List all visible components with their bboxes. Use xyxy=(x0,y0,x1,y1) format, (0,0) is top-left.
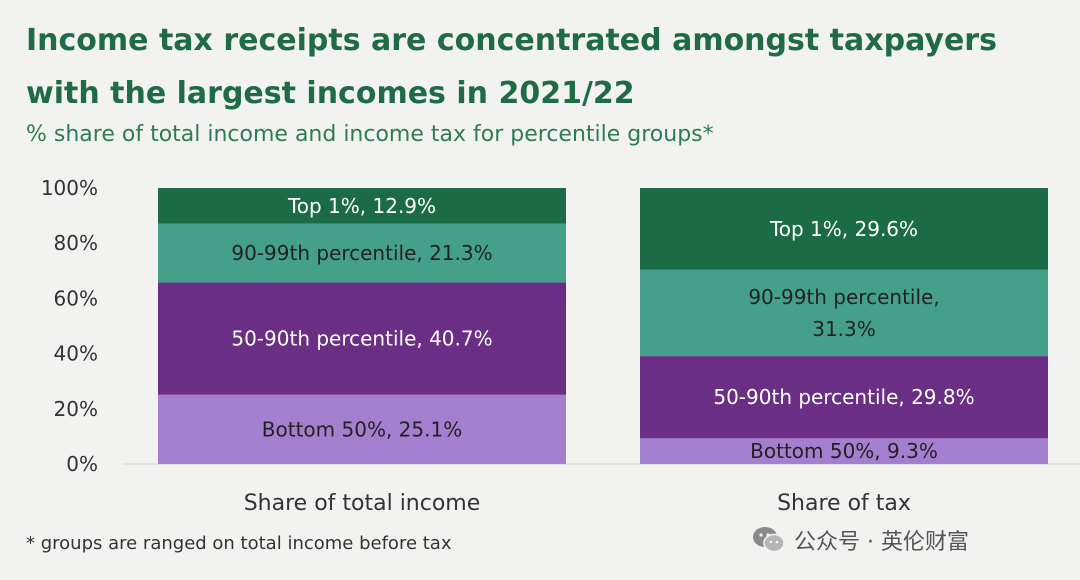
y-tick-label: 80% xyxy=(54,231,98,255)
chart-title: Income tax receipts are concentrated amo… xyxy=(26,14,1056,120)
y-tick-label: 20% xyxy=(54,397,98,421)
bar-segment xyxy=(640,356,1048,439)
bar-segment xyxy=(158,223,566,283)
wechat-icon xyxy=(753,527,785,553)
data-label: 50-90th percentile, 40.7% xyxy=(231,327,492,351)
data-label: 50-90th percentile, 29.8% xyxy=(713,385,974,409)
watermark: 公众号 · 英伦财富 xyxy=(752,520,969,560)
data-label: 90-99th percentile, xyxy=(748,285,939,309)
y-tick-label: 0% xyxy=(66,452,98,476)
watermark-text: 公众号 · 英伦财富 xyxy=(794,530,969,555)
bar-segment xyxy=(640,438,1048,464)
bar-segment xyxy=(158,394,566,464)
stacked-bar-chart: 0% 20% 40% 60% 80% 100% Bottom 50%, 25.1% 50-90… xyxy=(41,176,1080,516)
bar-segment xyxy=(640,188,1048,270)
chart-title-line-2: with the largest incomes in 2021/22 xyxy=(26,76,635,111)
data-label: Bottom 50%, 25.1% xyxy=(262,417,462,441)
data-label: Bottom 50%, 9.3% xyxy=(750,439,938,463)
x-tick-label: Share of tax xyxy=(777,491,911,516)
data-label: Top 1%, 29.6% xyxy=(769,217,918,241)
bar-segment xyxy=(158,282,566,395)
bar-segment xyxy=(158,188,566,224)
x-tick-label: Share of total income xyxy=(244,491,481,516)
data-label: 31.3% xyxy=(812,317,876,341)
y-tick-label: 100% xyxy=(41,176,98,200)
data-label: 90-99th percentile, 21.3% xyxy=(231,241,492,265)
data-label: Top 1%, 12.9% xyxy=(287,194,436,218)
bar-segment xyxy=(640,269,1048,357)
chart-subtitle: % share of total income and income tax f… xyxy=(26,122,714,147)
y-tick-label: 60% xyxy=(54,286,98,310)
chart-title-line-1: Income tax receipts are concentrated amo… xyxy=(26,23,997,58)
y-tick-label: 40% xyxy=(54,342,98,366)
footnote: * groups are ranged on total income befo… xyxy=(26,533,452,554)
